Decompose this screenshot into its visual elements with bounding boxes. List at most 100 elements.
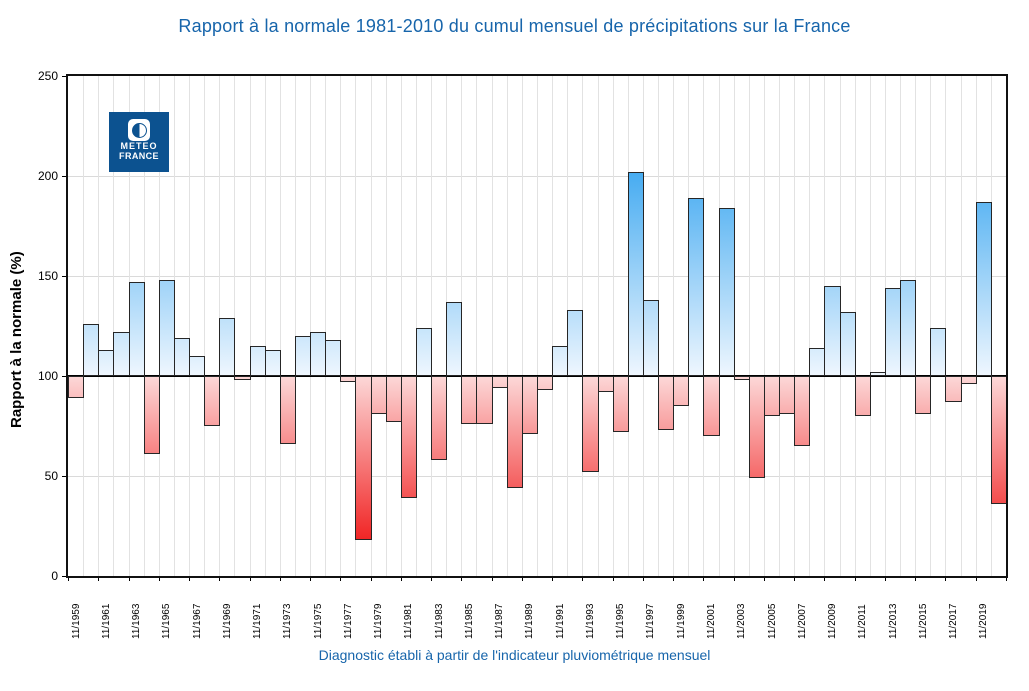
bar-11-1967 xyxy=(189,356,206,376)
bar-11-1986 xyxy=(476,376,493,424)
x-tick-mark-32 xyxy=(552,576,554,581)
x-tick-label-11-1991: 11/1991 xyxy=(554,603,566,639)
x-tick-label-11-2003: 11/2003 xyxy=(736,603,748,639)
bar-11-2012 xyxy=(869,372,886,376)
bar-11-2009 xyxy=(824,286,841,376)
x-tick-label-11-1981: 11/1981 xyxy=(403,603,415,639)
y-tick-label-100: 100 xyxy=(37,369,58,383)
bar-11-2000 xyxy=(688,198,705,376)
gridline-x-19 xyxy=(355,76,357,576)
gridline-x-48 xyxy=(794,76,796,576)
gridline-x-13 xyxy=(264,76,266,576)
bar-11-2010 xyxy=(839,312,856,376)
x-tick-mark-2 xyxy=(98,576,100,581)
bar-11-1969 xyxy=(219,318,236,376)
bar-11-1989 xyxy=(521,376,538,434)
footer-note: Diagnostic établi à partir de l'indicate… xyxy=(318,647,711,663)
gridline-x-12 xyxy=(249,76,251,576)
bar-11-1997 xyxy=(642,300,660,376)
x-tick-mark-34 xyxy=(582,576,584,581)
y-tick-mark-200 xyxy=(62,176,68,177)
bar-11-1959 xyxy=(68,376,85,398)
bar-11-2002 xyxy=(718,208,735,376)
bar-11-1978 xyxy=(355,376,372,540)
x-tick-label-11-1997: 11/1997 xyxy=(645,603,657,639)
y-tick-mark-150 xyxy=(62,276,68,277)
gridline-x-57 xyxy=(930,76,932,576)
x-tick-label-11-2001: 11/2001 xyxy=(705,603,717,639)
x-tick-mark-52 xyxy=(854,576,856,581)
x-tick-label-11-2009: 11/2009 xyxy=(827,603,839,639)
x-tick-mark-56 xyxy=(915,576,917,581)
gridline-x-31 xyxy=(537,76,538,576)
bar-11-2018 xyxy=(960,376,977,384)
gridline-x-20 xyxy=(370,76,372,576)
bar-11-2008 xyxy=(809,348,826,376)
gridline-x-45 xyxy=(748,76,750,576)
bar-11-2007 xyxy=(794,376,811,446)
x-tick-label-11-1979: 11/1979 xyxy=(373,603,385,639)
logo-brand-line1: METEO xyxy=(120,141,158,151)
y-tick-label-50: 50 xyxy=(44,469,58,483)
bar-11-2001 xyxy=(703,376,720,436)
x-tick-mark-50 xyxy=(824,576,826,581)
bar-11-1973 xyxy=(279,376,296,444)
bar-11-1964 xyxy=(143,376,160,454)
x-tick-label-11-1989: 11/1989 xyxy=(524,603,536,639)
gridline-x-59 xyxy=(960,76,962,576)
gridline-x-24 xyxy=(431,76,433,576)
x-tick-mark-40 xyxy=(673,576,675,581)
bar-11-1965 xyxy=(158,280,175,376)
gridline-x-21 xyxy=(385,76,387,576)
x-tick-mark-4 xyxy=(128,576,130,581)
bar-11-2017 xyxy=(945,376,962,402)
x-tick-mark-38 xyxy=(642,576,644,581)
gridline-x-49 xyxy=(809,76,811,576)
bar-11-1999 xyxy=(673,376,690,406)
bar-11-1975 xyxy=(310,332,327,376)
bar-11-1996 xyxy=(627,172,644,376)
gridline-x-28 xyxy=(491,76,493,576)
x-tick-mark-60 xyxy=(975,576,977,581)
bar-11-1990 xyxy=(537,376,554,390)
x-tick-label-11-1975: 11/1975 xyxy=(312,603,324,639)
x-tick-label-11-1961: 11/1961 xyxy=(100,603,112,639)
x-tick-label-11-1983: 11/1983 xyxy=(433,603,445,639)
x-tick-mark-18 xyxy=(340,576,342,581)
bar-11-2004 xyxy=(748,376,765,478)
gridline-x-29 xyxy=(506,76,508,576)
x-tick-mark-36 xyxy=(612,576,614,581)
x-tick-mark-54 xyxy=(884,576,886,581)
gridline-x-14 xyxy=(279,76,281,576)
gridline-x-36 xyxy=(612,76,614,576)
bar-11-1972 xyxy=(264,350,281,376)
x-tick-mark-42 xyxy=(703,576,705,581)
x-tick-mark-30 xyxy=(521,576,523,581)
meteo-france-logo: METEO FRANCE xyxy=(109,112,169,172)
x-tick-label-11-1995: 11/1995 xyxy=(615,603,627,639)
x-tick-label-11-2017: 11/2017 xyxy=(948,603,960,639)
x-tick-mark-58 xyxy=(945,576,947,581)
gridline-x-22 xyxy=(400,76,402,576)
x-tick-label-11-2005: 11/2005 xyxy=(766,603,778,639)
x-tick-label-11-1965: 11/1965 xyxy=(161,603,173,639)
x-tick-label-11-2007: 11/2007 xyxy=(796,603,808,639)
y-tick-mark-50 xyxy=(62,476,68,477)
bar-11-2016 xyxy=(930,328,947,376)
x-tick-mark-48 xyxy=(794,576,796,581)
bar-11-1987 xyxy=(491,376,508,388)
x-tick-label-11-1967: 11/1967 xyxy=(191,603,203,639)
bar-11-1960 xyxy=(83,324,100,376)
x-tick-mark-26 xyxy=(461,576,463,581)
bar-11-1984 xyxy=(446,302,463,376)
x-tick-label-11-2011: 11/2011 xyxy=(857,604,869,639)
gridline-x-17 xyxy=(325,76,327,576)
x-tick-label-11-1959: 11/1959 xyxy=(70,603,82,639)
bar-11-1966 xyxy=(173,338,191,376)
x-tick-mark-6 xyxy=(158,576,160,581)
x-tick-label-11-1973: 11/1973 xyxy=(282,603,294,639)
y-tick-label-200: 200 xyxy=(37,169,58,183)
x-tick-label-11-1985: 11/1985 xyxy=(463,603,475,639)
bar-11-1963 xyxy=(128,282,145,376)
